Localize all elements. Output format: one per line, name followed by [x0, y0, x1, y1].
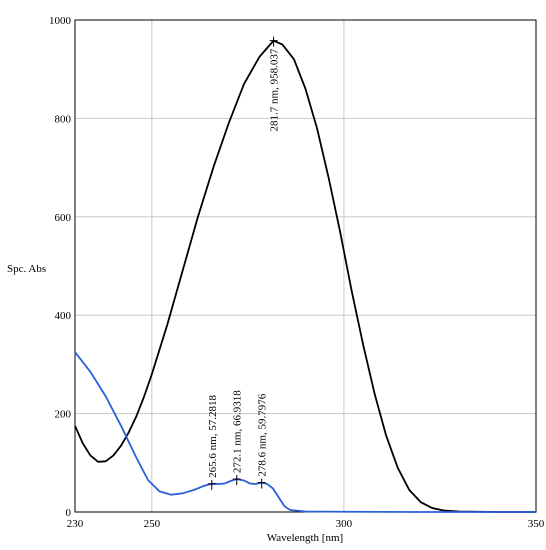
peak-label: 281.7 nm, 958.037	[269, 48, 281, 131]
x-tick-label: 300	[336, 518, 353, 530]
y-tick-label: 1000	[49, 15, 72, 27]
y-tick-label: 0	[66, 507, 72, 519]
y-tick-label: 800	[55, 113, 72, 125]
grid	[75, 20, 536, 512]
peak-label: 272.1 nm, 66.9318	[232, 390, 244, 473]
y-tick-label: 400	[55, 310, 72, 322]
x-tick-label: 350	[528, 518, 545, 530]
y-tick-label: 200	[55, 409, 72, 421]
y-axis-title: Spc. Abs	[7, 263, 46, 275]
y-tick-label: 600	[55, 212, 72, 224]
x-axis-title: Wavelength [nm]	[267, 532, 343, 544]
axes: 0 200 400 600 800 1000 230 250 300 350	[49, 15, 545, 530]
peak-label: 265.6 nm, 57.2818	[207, 395, 219, 478]
x-tick-label: 230	[67, 518, 84, 530]
peak-label: 278.6 nm, 59.7976	[257, 393, 269, 476]
annotations: 281.7 nm, 958.037 265.6 nm, 57.2818 272.1 …	[207, 36, 281, 490]
series-line-1	[74, 39, 536, 513]
x-tick-label: 250	[144, 518, 161, 530]
series-group	[74, 39, 536, 513]
series-line-2	[74, 351, 536, 513]
plot-frame	[74, 19, 537, 513]
